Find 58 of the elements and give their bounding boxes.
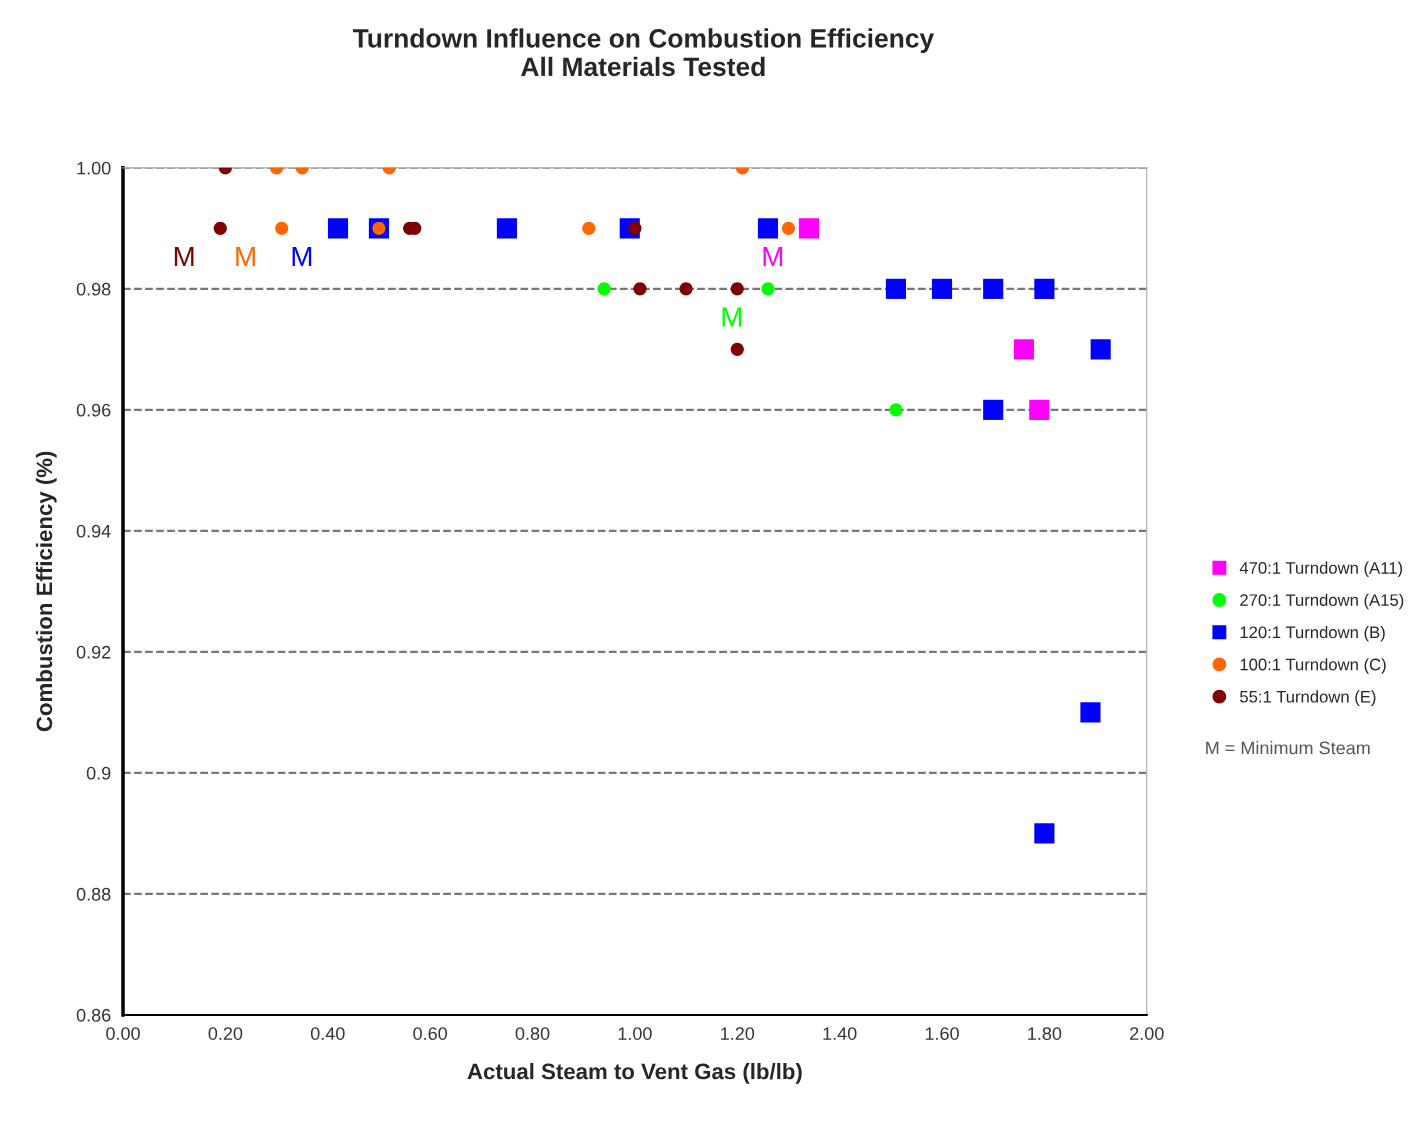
legend-label: 470:1 Turndown (A11) <box>1239 561 1403 578</box>
y-tick-label: 0.98 <box>76 282 111 296</box>
legend-label: 100:1 Turndown (C) <box>1240 658 1386 674</box>
point <box>1080 702 1101 723</box>
point <box>757 218 779 239</box>
point <box>730 282 744 296</box>
point <box>1034 278 1055 299</box>
point <box>633 282 647 296</box>
point <box>275 221 289 235</box>
y-tick-label: 1.00 <box>77 161 111 175</box>
point <box>931 278 953 299</box>
y-tick-label: 0.96 <box>76 403 111 417</box>
y-tick-label: 0.86 <box>76 1008 111 1022</box>
x-tick-label: 1.80 <box>1028 1027 1062 1040</box>
point <box>761 282 775 296</box>
point <box>983 399 1004 420</box>
x-tick-label: 2.00 <box>1130 1027 1164 1040</box>
point <box>889 403 903 417</box>
y-tick-label: 0.94 <box>76 524 111 538</box>
x-tick-label: 0.00 <box>106 1027 140 1040</box>
y-tick-label: 0.92 <box>76 645 111 659</box>
x-tick-label: 1.20 <box>721 1027 755 1040</box>
legend-label: 55:1 Turndown (E) <box>1240 690 1376 706</box>
x-axis-title: Actual Steam to Vent Gas (lb/lb) <box>467 1063 802 1084</box>
x-tick-label: 0.80 <box>515 1027 550 1040</box>
x-tick-label: 1.00 <box>618 1027 652 1040</box>
point <box>730 342 744 356</box>
point <box>327 218 349 239</box>
x-tick-label: 0.60 <box>413 1027 447 1040</box>
point <box>496 218 517 239</box>
legend-label: 120:1 Turndown (B) <box>1240 625 1385 642</box>
text: M = Minimum Steam <box>1206 741 1370 755</box>
y-tick-label: 0.9 <box>86 766 111 780</box>
annotation: M <box>722 307 742 327</box>
annotation: M <box>236 246 255 267</box>
point <box>983 278 1004 299</box>
point <box>781 221 796 235</box>
point <box>1029 399 1050 420</box>
point <box>679 282 693 296</box>
y-axis-title: Combustion Efficiency (%) <box>35 451 57 732</box>
point <box>1090 339 1111 360</box>
chart-title: Turndown Influence on Combustion Efficiency All Materials Tested <box>352 28 935 77</box>
point <box>798 218 819 239</box>
point <box>885 278 906 299</box>
point <box>213 221 227 235</box>
x-tick-label: 0.40 <box>310 1027 345 1040</box>
annotation: M <box>174 246 194 267</box>
point <box>1034 823 1055 844</box>
annotation: M <box>763 246 783 267</box>
point <box>582 221 596 235</box>
x-tick-label: 1.60 <box>925 1027 959 1040</box>
annotation: M <box>292 246 312 267</box>
legend-label: 270:1 Turndown (A15) <box>1240 593 1404 610</box>
y-tick-label: 0.88 <box>76 887 111 901</box>
x-tick-label: 1.40 <box>823 1027 857 1040</box>
point <box>1013 339 1034 360</box>
point <box>597 282 611 296</box>
x-tick-label: 0.20 <box>208 1027 243 1040</box>
